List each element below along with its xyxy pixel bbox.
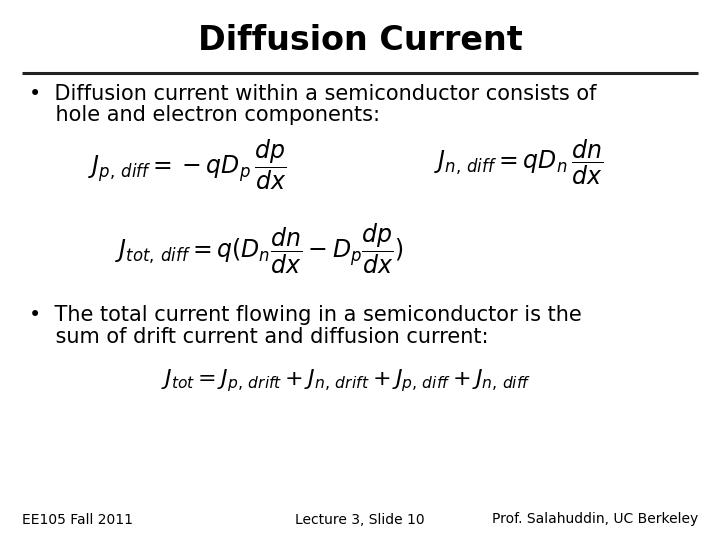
Text: hole and electron components:: hole and electron components: [29,105,380,125]
Text: •  Diffusion current within a semiconductor consists of: • Diffusion current within a semiconduct… [29,84,596,104]
Text: Diffusion Current: Diffusion Current [197,24,523,57]
Text: $J_{tot} = J_{p,\,drift} + J_{n,\,drift} + J_{p,\,diff} + J_{n,\,diff}$: $J_{tot} = J_{p,\,drift} + J_{n,\,drift}… [161,367,531,394]
Text: $J_{p,\,diff} = -qD_p\,\dfrac{dp}{dx}$: $J_{p,\,diff} = -qD_p\,\dfrac{dp}{dx}$ [88,138,287,192]
Text: Lecture 3, Slide 10: Lecture 3, Slide 10 [295,512,425,526]
Text: EE105 Fall 2011: EE105 Fall 2011 [22,512,132,526]
Text: •  The total current flowing in a semiconductor is the: • The total current flowing in a semicon… [29,305,582,325]
Text: sum of drift current and diffusion current:: sum of drift current and diffusion curre… [29,327,488,347]
Text: Prof. Salahuddin, UC Berkeley: Prof. Salahuddin, UC Berkeley [492,512,698,526]
Text: $J_{n,\,diff} = qD_n\,\dfrac{dn}{dx}$: $J_{n,\,diff} = qD_n\,\dfrac{dn}{dx}$ [434,138,603,187]
Text: $J_{tot,\,diff} = q(D_n\dfrac{dn}{dx}-D_p\dfrac{dp}{dx})$: $J_{tot,\,diff} = q(D_n\dfrac{dn}{dx}-D_… [115,221,403,276]
